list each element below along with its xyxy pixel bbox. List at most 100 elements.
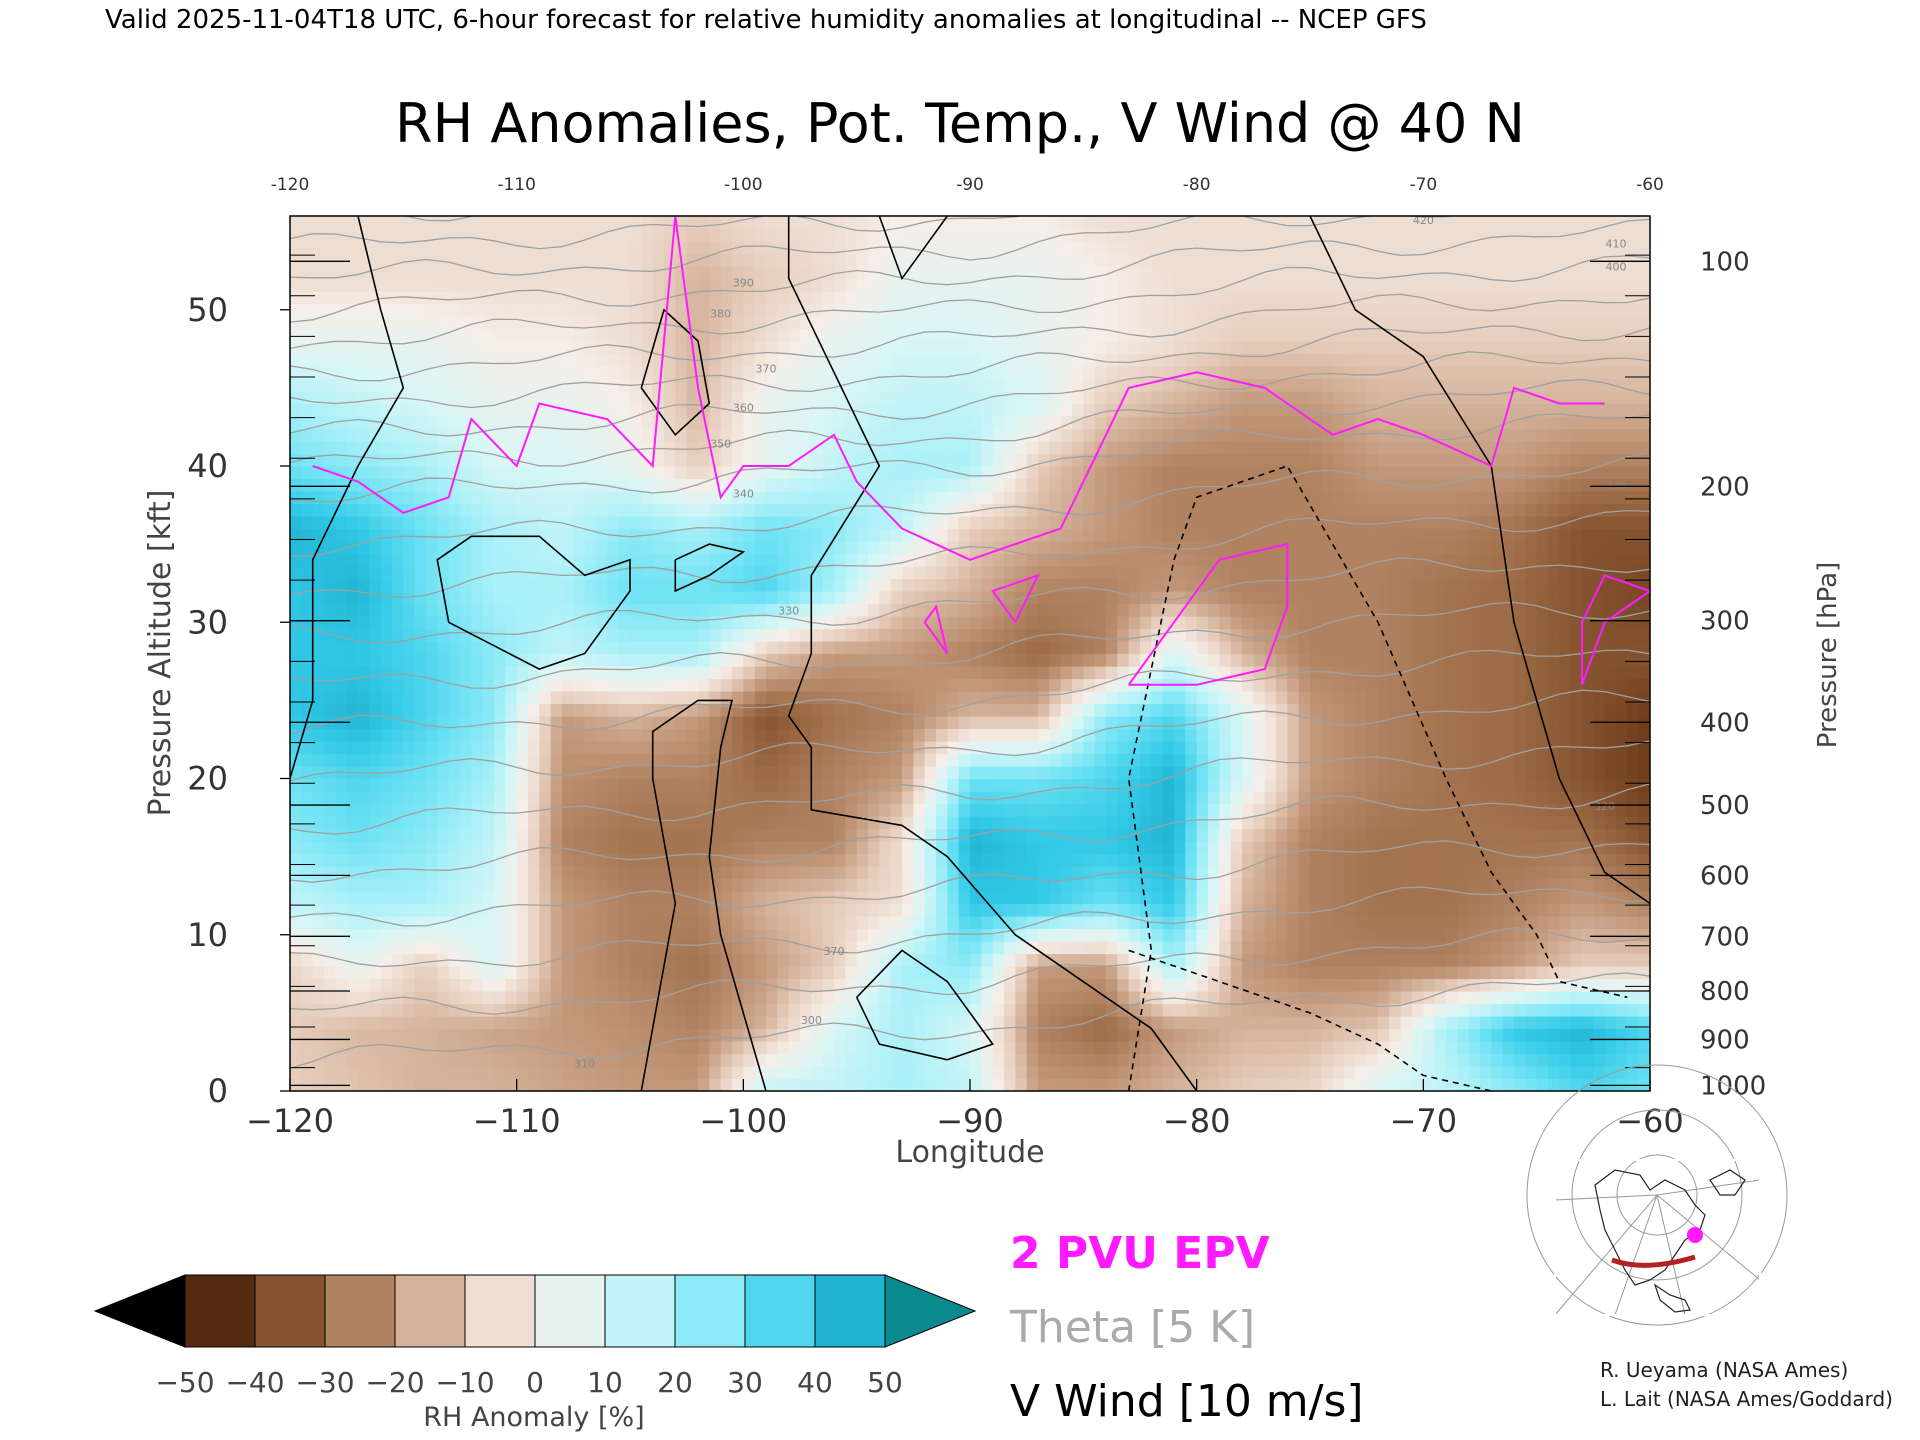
rh-cell bbox=[732, 491, 744, 505]
rh-cell bbox=[947, 616, 960, 630]
rh-cell bbox=[936, 778, 948, 792]
rh-cell bbox=[720, 1078, 733, 1091]
rh-cell bbox=[618, 428, 631, 442]
rh-cell bbox=[290, 428, 302, 442]
rh-cell bbox=[800, 691, 812, 705]
rh-cell bbox=[630, 666, 642, 680]
rh-cell bbox=[1038, 666, 1050, 680]
rh-cell bbox=[788, 828, 801, 842]
rh-cell bbox=[324, 691, 336, 705]
rh-cell bbox=[822, 716, 835, 730]
rh-cell bbox=[630, 916, 642, 930]
rh-cell bbox=[822, 778, 835, 792]
rh-cell bbox=[460, 816, 472, 830]
rh-cell bbox=[1072, 641, 1084, 655]
rh-cell bbox=[324, 653, 336, 667]
rh-cell bbox=[1072, 403, 1084, 417]
rh-cell bbox=[834, 541, 846, 555]
rh-cell bbox=[845, 803, 858, 817]
rh-cell bbox=[573, 666, 586, 680]
rh-cell bbox=[437, 591, 450, 605]
rh-cell bbox=[902, 953, 914, 967]
rh-cell bbox=[403, 453, 416, 467]
rh-cell bbox=[471, 828, 484, 842]
rh-cell bbox=[392, 616, 404, 630]
rh-cell bbox=[1083, 378, 1096, 392]
rh-cell bbox=[460, 391, 472, 405]
rh-cell bbox=[369, 416, 382, 430]
rh-cell bbox=[505, 741, 518, 755]
rh-cell bbox=[369, 678, 382, 692]
rh-cell bbox=[630, 553, 642, 567]
rh-cell bbox=[981, 928, 994, 942]
rh-cell bbox=[539, 291, 552, 305]
rh-cell bbox=[686, 491, 699, 505]
rh-cell bbox=[301, 678, 314, 692]
rh-cell bbox=[1004, 728, 1016, 742]
rh-cell bbox=[358, 1078, 370, 1091]
rh-cell bbox=[301, 328, 314, 342]
rh-cell bbox=[562, 941, 574, 955]
rh-cell bbox=[562, 478, 574, 492]
rh-cell bbox=[1038, 891, 1050, 905]
rh-cell bbox=[1083, 441, 1096, 455]
rh-cell bbox=[324, 528, 336, 542]
rh-cell bbox=[902, 866, 914, 880]
rh-cell bbox=[675, 353, 688, 367]
rh-cell bbox=[596, 903, 608, 917]
rh-cell bbox=[630, 403, 642, 417]
rh-cell bbox=[573, 478, 586, 492]
rh-cell bbox=[856, 928, 869, 942]
rh-cell bbox=[471, 741, 484, 755]
rh-cell bbox=[392, 878, 404, 892]
rh-cell bbox=[777, 828, 790, 842]
rh-cell bbox=[324, 441, 336, 455]
rh-cell bbox=[471, 416, 484, 430]
rh-cell bbox=[482, 716, 495, 730]
rh-cell bbox=[550, 966, 563, 980]
rh-cell bbox=[494, 603, 506, 617]
rh-cell bbox=[868, 1078, 880, 1091]
rh-cell bbox=[403, 528, 416, 542]
rh-cell bbox=[460, 991, 472, 1005]
rh-cell bbox=[324, 816, 336, 830]
rh-cell bbox=[516, 841, 529, 855]
rh-cell bbox=[675, 491, 688, 505]
rh-cell bbox=[890, 341, 903, 355]
rh-cell bbox=[607, 628, 620, 642]
rh-cell bbox=[641, 366, 654, 380]
rh-cell bbox=[720, 816, 733, 830]
rh-cell bbox=[1072, 216, 1084, 230]
rh-cell bbox=[947, 678, 960, 692]
rh-cell bbox=[1026, 791, 1039, 805]
rh-cell bbox=[811, 216, 824, 230]
rh-cell bbox=[913, 216, 926, 230]
rh-cell bbox=[788, 678, 801, 692]
rh-cell bbox=[800, 591, 812, 605]
rh-cell bbox=[528, 391, 540, 405]
rh-cell bbox=[539, 566, 552, 580]
rh-cell bbox=[562, 853, 574, 867]
rh-cell bbox=[1049, 303, 1062, 317]
rh-cell bbox=[539, 1066, 552, 1080]
rh-cell bbox=[981, 253, 994, 267]
rh-cell bbox=[414, 466, 427, 480]
rh-cell bbox=[312, 303, 325, 317]
rh-cell bbox=[698, 491, 710, 505]
rh-cell bbox=[947, 866, 960, 880]
rh-cell bbox=[788, 653, 801, 667]
rh-cell bbox=[743, 541, 756, 555]
rh-cell bbox=[947, 953, 960, 967]
rh-cell bbox=[596, 528, 608, 542]
rh-cell bbox=[596, 1003, 608, 1017]
rh-cell bbox=[686, 991, 699, 1005]
rh-cell bbox=[1004, 566, 1016, 580]
rh-cell bbox=[1038, 653, 1050, 667]
rh-cell bbox=[1083, 766, 1096, 780]
rh-cell bbox=[970, 991, 982, 1005]
rh-cell bbox=[936, 616, 948, 630]
rh-cell bbox=[1072, 916, 1084, 930]
rh-cell bbox=[335, 466, 348, 480]
rh-cell bbox=[312, 528, 325, 542]
rh-cell bbox=[811, 778, 824, 792]
